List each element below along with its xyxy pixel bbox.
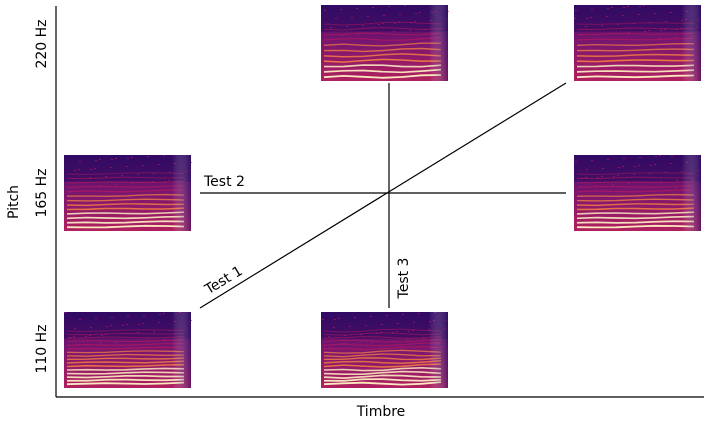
spectrogram-110hz-timbre-2 [321,312,448,388]
spectrogram-220hz-timbre-3 [574,5,701,81]
y-tick-label: 110 Hz [34,324,50,373]
spectrogram-fade [64,312,191,388]
spectrogram-fade [574,155,701,231]
test-1-line [199,82,567,309]
y-tick-label: 220 Hz [34,19,50,68]
x-axis-label: Timbre [356,404,406,420]
spectrogram-fade [321,5,448,81]
test-2-label: Test 2 [203,174,245,190]
spectrogram-165hz-timbre-3 [574,155,701,231]
y-tick-label: 165 Hz [34,168,50,217]
spectrogram-fade [64,155,191,231]
spectrogram-110hz-timbre-1 [64,312,192,388]
spectrogram-220hz-timbre-2 [321,5,449,81]
spectrogram-fade [574,5,701,81]
spectrogram-165hz-timbre-1 [64,155,192,231]
test-3-label: Test 3 [396,258,412,300]
y-axis-label: Pitch [6,185,22,219]
spectrogram-fade [321,312,448,388]
